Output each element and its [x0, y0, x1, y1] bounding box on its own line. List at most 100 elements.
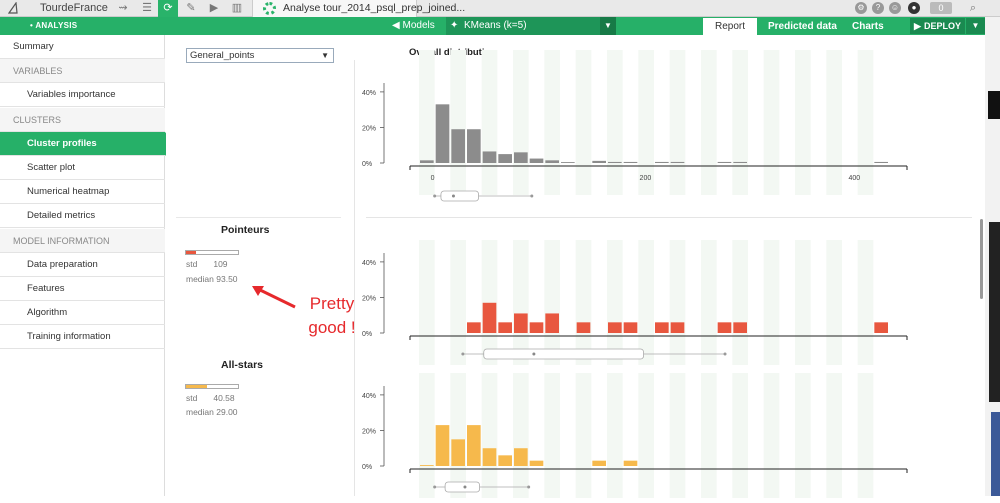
std-value: 109: [213, 259, 228, 269]
background-stripe: [826, 373, 842, 498]
tab-charts[interactable]: Charts: [852, 21, 884, 32]
variable-select[interactable]: General_points ▼: [186, 48, 334, 63]
edge-blue-block: [991, 412, 1000, 496]
histogram-bar: [623, 322, 638, 333]
background-stripe: [450, 240, 466, 365]
background-stripe: [481, 373, 498, 498]
divider: [176, 217, 341, 218]
background-stripe: [795, 50, 811, 195]
background-stripe: [732, 240, 748, 365]
dataiku-logo-icon[interactable]: [8, 2, 22, 14]
sidebar-item-data-preparation[interactable]: Data preparation: [0, 253, 165, 277]
flow-icon[interactable]: ⇝: [118, 2, 128, 14]
background-stripe: [857, 373, 874, 498]
sidebar-item-model-information: MODEL INFORMATION: [0, 228, 165, 253]
histogram-bar: [623, 460, 638, 466]
median-stat: median 29.00: [186, 407, 238, 417]
background-stripe: [607, 373, 623, 498]
project-name[interactable]: TourdeFrance: [40, 2, 108, 14]
histogram-bar: [420, 465, 434, 466]
model-dropdown-icon[interactable]: ▼: [600, 17, 616, 35]
boxplot-min: [433, 485, 437, 489]
analysis-tab-label: Analyse tour_2014_psql_prep_joined...: [283, 2, 466, 14]
background-stripe: [795, 240, 811, 365]
histogram-bar: [529, 322, 544, 333]
background-window-edge: [985, 17, 1000, 496]
sidebar-item-scatter-plot[interactable]: Scatter plot: [0, 156, 165, 180]
sidebar-item-training-information[interactable]: Training information: [0, 325, 165, 350]
background-stripe: [607, 50, 623, 195]
y-tick-label: 40%: [362, 260, 376, 267]
boxplot-median: [532, 352, 536, 356]
background-stripe: [544, 373, 560, 498]
sidebar-item-algorithm[interactable]: Algorithm: [0, 301, 165, 326]
std-value: 40.58: [213, 393, 235, 403]
notification-badge[interactable]: 0: [930, 2, 952, 14]
tab-report[interactable]: Report: [703, 18, 757, 35]
sidebar-item-variables: VARIABLES: [0, 59, 165, 84]
background-stripe: [826, 240, 842, 365]
background-stripe: [763, 373, 780, 498]
settings-icon[interactable]: ⚙: [855, 2, 867, 14]
boxplot-max: [723, 352, 727, 356]
histogram-bar: [592, 460, 606, 466]
background-stripe: [450, 373, 466, 498]
models-back-link[interactable]: ◀ Models: [392, 20, 435, 31]
histogram-bar: [498, 322, 512, 333]
boxplot-box: [483, 348, 644, 360]
background-stripe: [669, 240, 686, 365]
analysis-bar: • ANALYSIS ◀ Models ✦ KMeans (k=5) ▼ Rep…: [0, 17, 985, 35]
boxplot-max: [530, 194, 534, 198]
tab-predicted-data[interactable]: Predicted data: [768, 21, 837, 32]
histogram-bar: [545, 160, 559, 163]
sidebar-item-cluster-profiles[interactable]: Cluster profiles: [0, 131, 175, 156]
dashboard-icon[interactable]: ▥: [231, 2, 243, 14]
search-icon[interactable]: ⌕: [969, 2, 977, 14]
histogram-bar: [420, 160, 434, 163]
edge-dark-block: [988, 91, 1000, 119]
histogram-bar: [561, 162, 575, 163]
annotation-text: Pretty good !: [308, 294, 356, 337]
histogram-bar: [482, 302, 497, 333]
histogram-bar: [545, 313, 559, 333]
background-stripe: [419, 50, 435, 195]
datasets-icon[interactable]: ☰: [142, 2, 152, 14]
histogram-bar: [467, 129, 481, 163]
user-icon[interactable]: ●: [908, 2, 920, 14]
deploy-dropdown-icon[interactable]: ▼: [966, 18, 985, 34]
jobs-icon[interactable]: ▶: [209, 2, 219, 14]
sidebar-item-detailed-metrics[interactable]: Detailed metrics: [0, 204, 165, 229]
cluster-all-stars-chart: 0% 20% 40%: [362, 373, 908, 498]
histogram-bar: [514, 313, 528, 333]
cluster-name: All-stars: [221, 359, 264, 371]
sidebar-item-variables-importance[interactable]: Variables importance: [0, 83, 165, 108]
histogram-bar: [482, 151, 497, 163]
x-tick-label: 400: [848, 175, 860, 182]
histogram-bar: [451, 439, 465, 466]
histogram-bar: [623, 161, 638, 163]
scrollbar[interactable]: [980, 219, 983, 299]
histogram-bar: [733, 161, 747, 163]
help-icon[interactable]: ?: [872, 2, 884, 14]
boxplot-box: [440, 190, 479, 202]
deploy-button[interactable]: ▶ DEPLOY: [910, 18, 965, 34]
sidebar-item-clusters: CLUSTERS: [0, 107, 165, 132]
analysis-icon[interactable]: ⟳: [158, 0, 178, 17]
analysis-tab[interactable]: Analyse tour_2014_psql_prep_joined...: [252, 0, 465, 17]
sidebar-item-features[interactable]: Features: [0, 277, 165, 301]
histogram-bar: [514, 448, 528, 466]
histogram-bar: [717, 161, 732, 163]
histogram-bar: [576, 322, 591, 333]
histogram-bar: [733, 322, 747, 333]
background-stripe: [638, 373, 654, 498]
model-selector[interactable]: ✦ KMeans (k=5) ▼: [446, 17, 616, 35]
model-name: KMeans (k=5): [464, 20, 527, 31]
deploy-label: DEPLOY: [924, 21, 962, 31]
sidebar-item-summary[interactable]: Summary: [0, 35, 165, 59]
deploy-play-icon: ▶: [914, 21, 921, 31]
histogram-bar: [874, 322, 888, 333]
sidebar-item-numerical-heatmap[interactable]: Numerical heatmap: [0, 180, 165, 205]
people-icon[interactable]: ☺: [889, 2, 901, 14]
notebook-icon[interactable]: ✎: [186, 2, 196, 14]
histogram-bar: [670, 322, 685, 333]
